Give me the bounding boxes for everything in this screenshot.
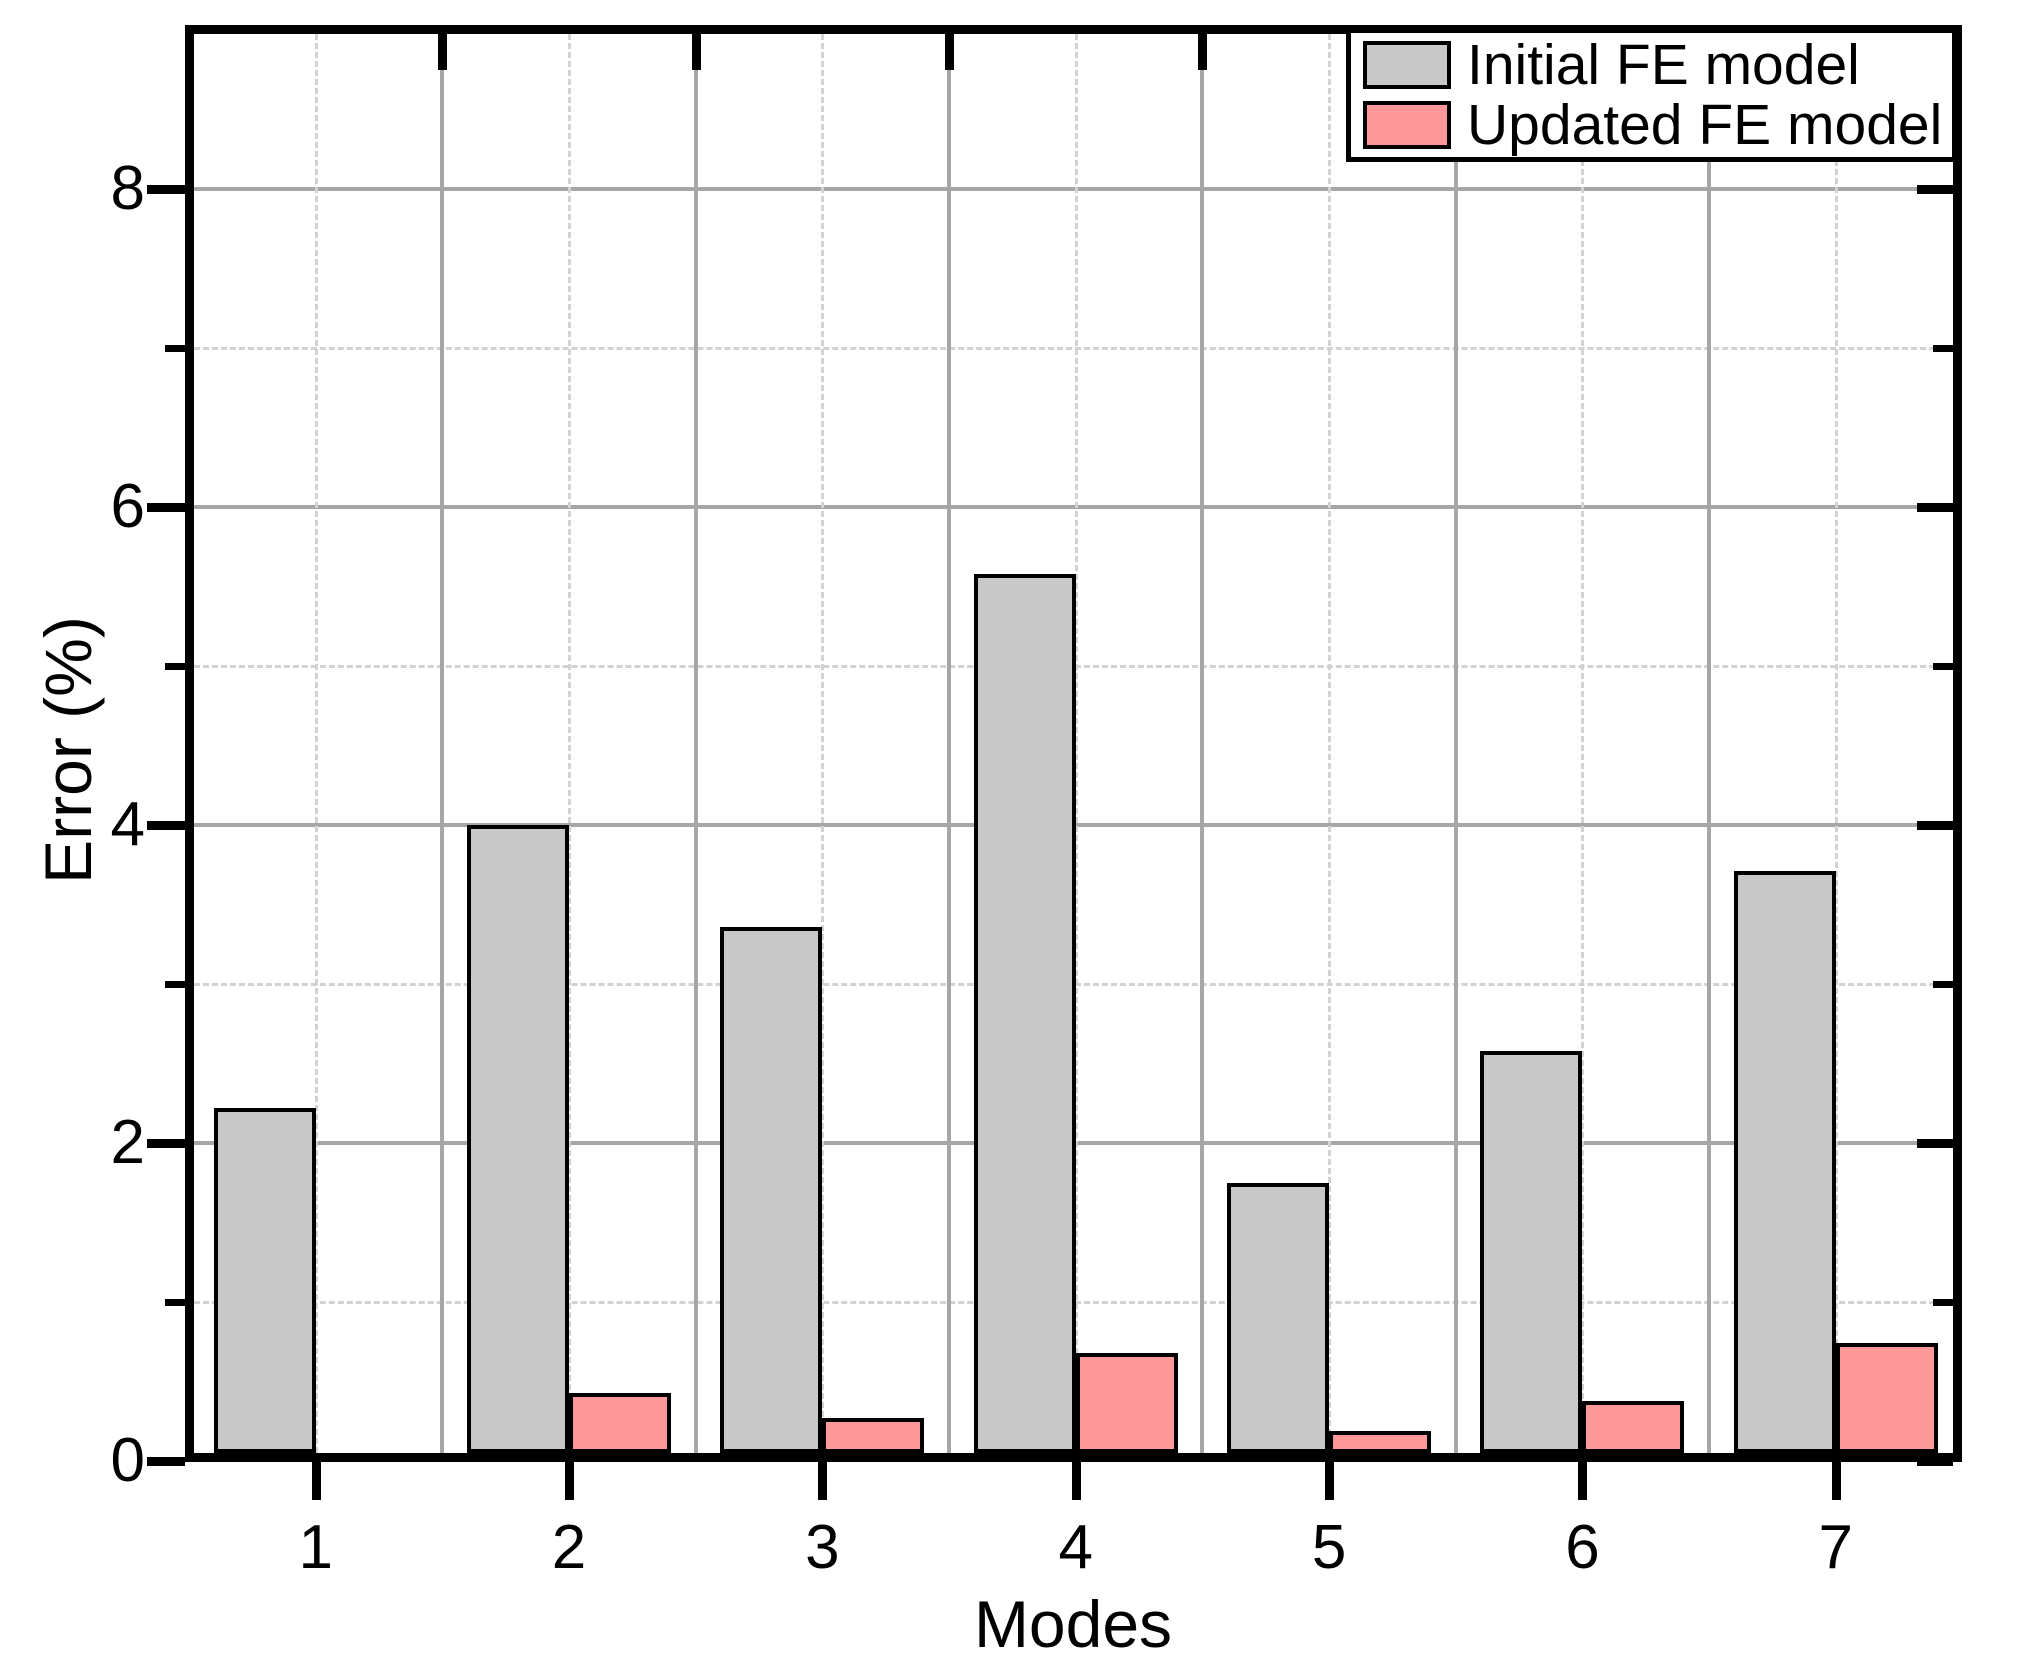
y-tick-label: 8 bbox=[110, 154, 145, 224]
gridline-x-boundary bbox=[1200, 34, 1205, 1453]
y-axis-title: Error (%) bbox=[31, 616, 105, 884]
y-major-tick-right bbox=[1917, 503, 1953, 513]
gridline-x-center-3 bbox=[821, 34, 825, 1453]
x-tick-label: 4 bbox=[1058, 1513, 1093, 1582]
bar-updated-fe-model bbox=[1835, 1343, 1938, 1453]
bar-updated-fe-model bbox=[569, 1392, 672, 1453]
x-major-tick bbox=[311, 1462, 321, 1500]
bar-initial-fe-model bbox=[467, 825, 570, 1453]
x-top-tick bbox=[945, 34, 955, 70]
y-tick-label: 4 bbox=[110, 790, 145, 860]
gridline-x-boundary bbox=[693, 34, 698, 1453]
y-minor-tick bbox=[165, 345, 185, 353]
gridline-y-minor-7 bbox=[194, 347, 1953, 351]
bar-initial-fe-model bbox=[1733, 871, 1836, 1453]
gridline-x-center-4 bbox=[1074, 34, 1078, 1453]
y-major-tick-right bbox=[1917, 1139, 1953, 1149]
x-tick-label: 5 bbox=[1311, 1513, 1347, 1582]
bar-updated-fe-model bbox=[1329, 1430, 1432, 1453]
x-top-tick bbox=[1198, 34, 1208, 70]
y-tick-label: 0 bbox=[110, 1426, 145, 1495]
bar-updated-fe-model bbox=[1075, 1352, 1178, 1453]
gridline-x-center-7 bbox=[1834, 34, 1838, 1453]
y-major-tick-right bbox=[1917, 185, 1953, 195]
y-major-tick bbox=[147, 1457, 185, 1466]
gridline-y-8 bbox=[194, 187, 1953, 192]
y-minor-tick bbox=[165, 1299, 185, 1307]
x-tick-label: 1 bbox=[298, 1513, 333, 1582]
y-major-tick-right bbox=[1917, 821, 1953, 831]
y-major-tick bbox=[147, 503, 185, 513]
gridline-x-center-2 bbox=[568, 34, 572, 1453]
gridline-x-center-6 bbox=[1581, 34, 1585, 1453]
x-top-tick bbox=[691, 34, 701, 70]
gridline-x-boundary bbox=[1453, 34, 1458, 1453]
y-minor-tick-right bbox=[1933, 345, 1953, 353]
bar-initial-fe-model bbox=[1480, 1050, 1583, 1453]
gridline-x-center-5 bbox=[1328, 34, 1332, 1453]
y-major-tick bbox=[147, 185, 185, 195]
bar-initial-fe-model bbox=[973, 573, 1076, 1453]
x-major-tick bbox=[1325, 1462, 1335, 1500]
plot-frame bbox=[185, 25, 1962, 1462]
x-tick-label: 3 bbox=[805, 1513, 840, 1582]
x-tick-label: 7 bbox=[1818, 1513, 1854, 1582]
y-major-tick-right bbox=[1917, 1457, 1953, 1466]
y-minor-tick-right bbox=[1933, 981, 1953, 989]
gridline-y-6 bbox=[194, 505, 1953, 510]
x-top-tick bbox=[438, 34, 448, 70]
y-minor-tick bbox=[165, 981, 185, 989]
x-major-tick bbox=[1071, 1462, 1081, 1500]
x-tick-label: 6 bbox=[1565, 1513, 1600, 1582]
x-major-tick bbox=[1831, 1462, 1841, 1500]
bar-updated-fe-model bbox=[1582, 1400, 1685, 1453]
legend-item-initial-fe-model: Initial FE model bbox=[1351, 35, 1952, 95]
y-major-tick bbox=[147, 1139, 185, 1149]
legend-label-initial: Initial FE model bbox=[1467, 33, 1860, 97]
x-major-tick bbox=[565, 1462, 575, 1500]
y-tick-label: 2 bbox=[110, 1108, 145, 1178]
bar-initial-fe-model bbox=[720, 926, 823, 1453]
x-major-tick bbox=[1578, 1462, 1588, 1500]
x-axis-title: Modes bbox=[973, 1587, 1173, 1661]
legend-swatch-initial-icon bbox=[1363, 41, 1451, 89]
x-major-tick bbox=[818, 1462, 828, 1500]
gridline-x-boundary bbox=[440, 34, 445, 1453]
gridline-x-boundary bbox=[1707, 34, 1712, 1453]
gridline-x-center-1 bbox=[314, 34, 318, 1453]
bar-initial-fe-model bbox=[213, 1108, 316, 1453]
legend: Initial FE model Updated FE model bbox=[1346, 28, 1957, 162]
y-minor-tick bbox=[165, 663, 185, 671]
y-minor-tick-right bbox=[1933, 1299, 1953, 1307]
x-tick-label: 2 bbox=[551, 1513, 587, 1582]
y-major-tick bbox=[147, 821, 185, 831]
legend-label-updated: Updated FE model bbox=[1467, 93, 1943, 157]
y-tick-label: 6 bbox=[110, 472, 145, 542]
y-minor-tick-right bbox=[1933, 663, 1953, 671]
bar-initial-fe-model bbox=[1227, 1182, 1330, 1453]
legend-item-updated-fe-model: Updated FE model bbox=[1351, 95, 1952, 155]
legend-swatch-updated-icon bbox=[1363, 101, 1451, 149]
bar-updated-fe-model bbox=[822, 1418, 925, 1453]
gridline-x-boundary bbox=[947, 34, 952, 1453]
